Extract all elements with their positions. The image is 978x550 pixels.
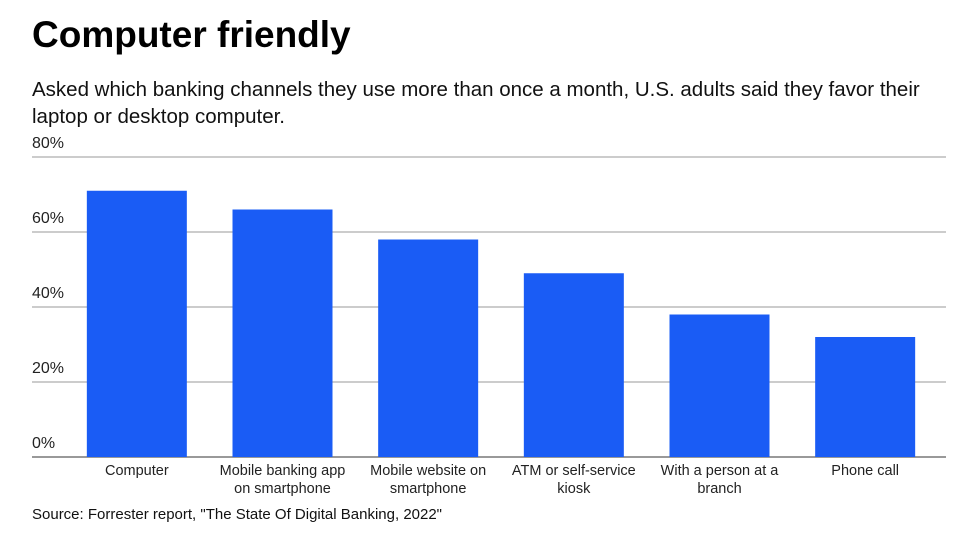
chart-title: Computer friendly xyxy=(32,14,351,55)
x-tick-label: ATM or self-service kiosk xyxy=(511,463,636,497)
bar xyxy=(86,190,187,457)
bar xyxy=(232,209,333,457)
bar xyxy=(523,273,624,457)
y-tick-label: 20% xyxy=(32,360,64,377)
x-tick-label: Computer xyxy=(104,463,169,479)
x-tick-label: Mobile website on smartphone xyxy=(370,463,487,497)
y-tick-label: 0% xyxy=(32,435,55,452)
bar xyxy=(669,314,770,457)
bar xyxy=(815,337,916,457)
x-tick-label: With a person at a branch xyxy=(660,463,779,497)
source-note: Source: Forrester report, "The State Of … xyxy=(32,506,443,523)
x-tick-label: Mobile banking app on smartphone xyxy=(219,463,346,497)
chart-subtitle: Asked which banking channels they use mo… xyxy=(32,78,920,128)
y-tick-label: 80% xyxy=(32,135,64,152)
x-tick-label: Phone call xyxy=(831,463,900,479)
y-tick-label: 60% xyxy=(32,210,64,227)
bar xyxy=(378,239,479,457)
y-tick-label: 40% xyxy=(32,285,64,302)
